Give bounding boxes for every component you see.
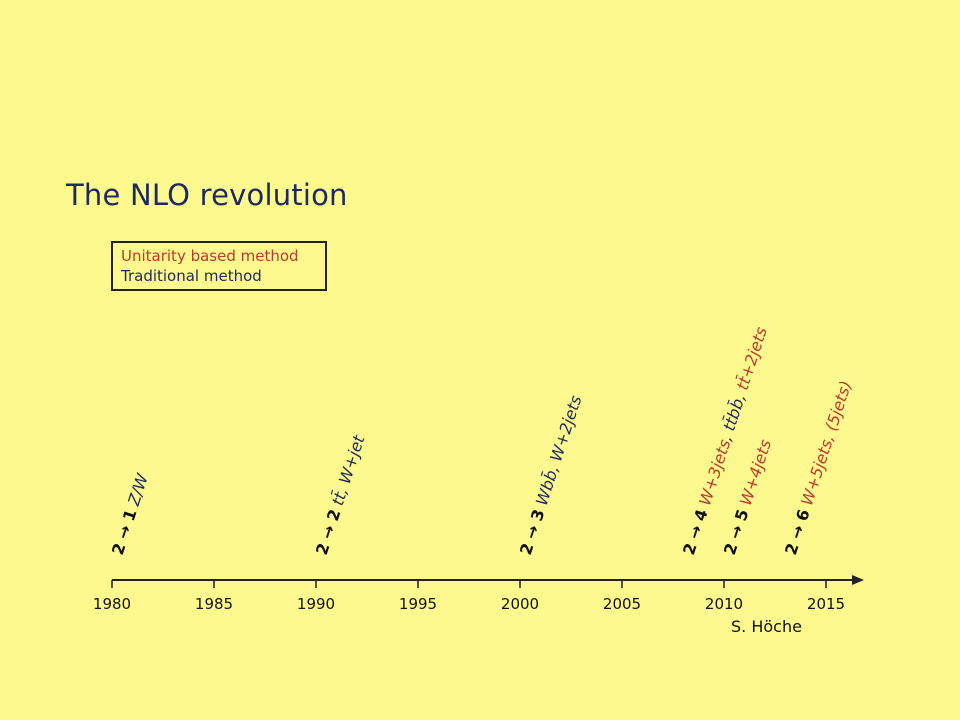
axis-tick-label: 1995 [399,595,437,613]
axis-tick-label: 1985 [195,595,233,613]
axis-tick-label: 2000 [501,595,539,613]
axis-tick-label: 2015 [807,595,845,613]
milestone-label: 2 → 6 W+5jets, (5jets) [781,378,855,557]
legend-traditional: Traditional method [121,267,262,285]
legend-box: Unitarity based method Traditional metho… [111,241,327,291]
milestone-label: 2 → 1 Z/W [108,470,152,557]
milestone-item-unitarity: W+5jets, (5jets) [796,378,856,512]
milestone-item-unitarity: W+4jets [734,437,775,513]
legend-unitarity: Unitarity based method [121,247,299,265]
axis-tick-label: 1980 [93,595,131,613]
timeline-arrowhead [852,575,864,585]
milestone-item-traditional: Wbb̄, W+2jets [530,393,585,513]
milestone-item-unitarity: tt̄+2jets [733,325,771,393]
milestone-label: 2 → 3 Wbb̄, W+2jets [516,393,586,557]
milestone-item-unitarity: W+3jets [694,437,735,513]
axis-tick-label: 2005 [603,595,641,613]
timeline-milestones: 2 → 1 Z/W 2 → 2 tt̄, W+jet 2 → 3 Wbb̄, W+2… [108,325,855,558]
milestone-item-traditional: , tt̄bb̄, [716,386,751,442]
milestone-process: 2 → 3 [516,507,549,557]
milestone-process: 2 → 1 [108,507,141,557]
axis-tick-label: 1990 [297,595,335,613]
milestone-process: 2 → 5 [720,507,753,557]
timeline-ticks: 1980 1985 1990 1995 2000 2005 2010 2015 [93,580,845,613]
milestone-item-traditional: tt̄, W+jet [326,432,368,512]
milestone-process: 2 → 6 [781,507,814,557]
credit-text: S. Höche [731,617,802,636]
slide-title: The NLO revolution [66,178,348,212]
milestone-process: 2 → 4 [679,507,712,557]
milestone-process: 2 → 2 [312,507,345,557]
milestone-item-traditional: Z/W [122,470,152,512]
axis-tick-label: 2010 [705,595,743,613]
milestone-label: 2 → 2 tt̄, W+jet [312,432,369,557]
